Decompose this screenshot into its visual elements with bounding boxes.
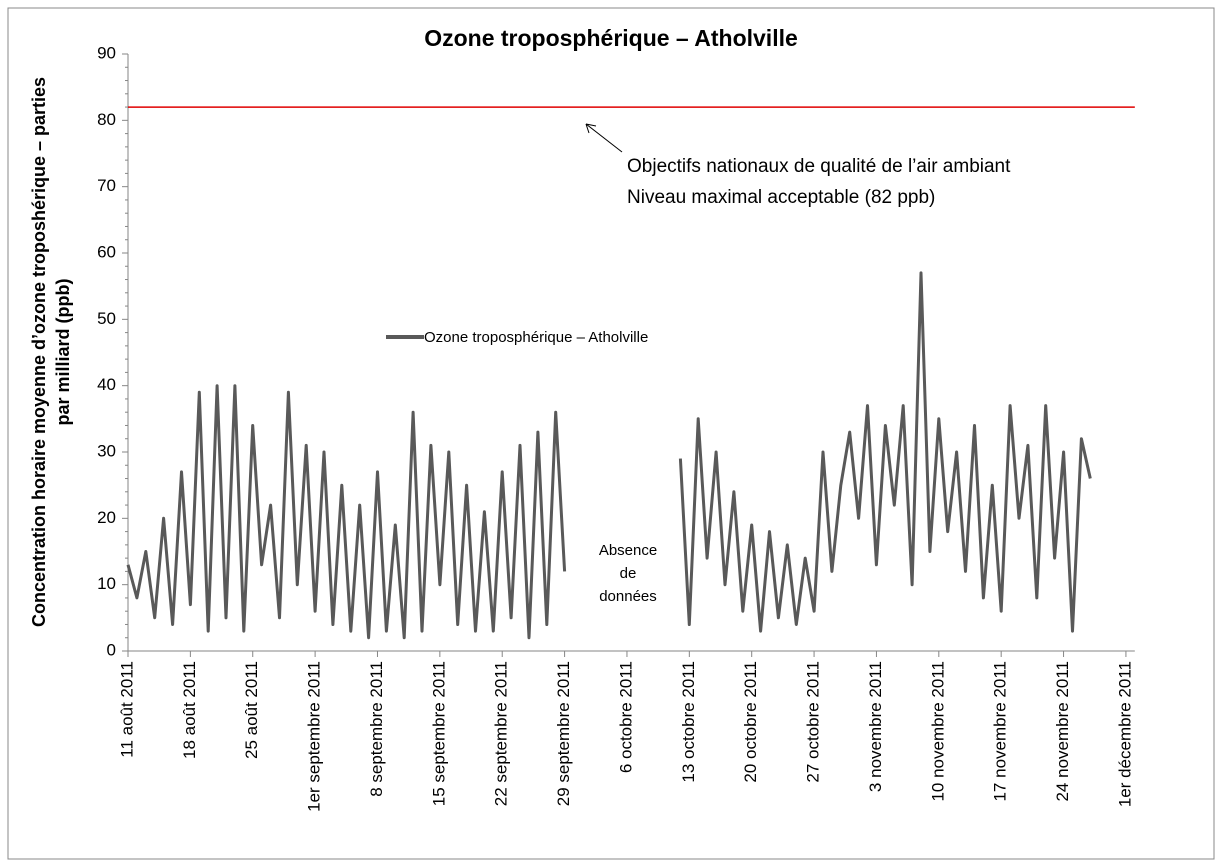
x-tick-label: 11 août 2011: [117, 661, 136, 758]
annotation: Niveau maximal acceptable (82 ppb): [627, 187, 935, 208]
y-tick-label: 40: [97, 375, 116, 394]
x-tick-label: 1er décembre 2011: [1115, 661, 1134, 807]
annotation: Absence: [599, 542, 657, 559]
x-tick-label: 18 août 2011: [180, 661, 199, 759]
y-tick-label: 20: [97, 508, 116, 527]
x-tick-label: 8 septembre 2011: [367, 661, 386, 797]
y-tick-label: 10: [97, 574, 116, 593]
x-tick-label: 25 août 2011: [242, 661, 261, 759]
x-tick-label: 15 septembre 2011: [429, 661, 448, 806]
y-tick-label: 50: [97, 309, 116, 328]
x-tick-label: 13 octobre 2011: [679, 661, 698, 783]
x-tick-label: 24 novembre 2011: [1053, 661, 1072, 802]
y-tick-label: 30: [97, 441, 116, 460]
x-tick-label: 17 novembre 2011: [991, 661, 1010, 802]
x-tick-label: 22 septembre 2011: [492, 661, 511, 806]
y-tick-label: 70: [97, 176, 116, 195]
y-axis-label-line: Concentration horaire moyenne d’ozone tr…: [29, 77, 49, 627]
annotation: de: [620, 565, 637, 582]
y-tick-label: 60: [97, 242, 116, 261]
x-tick-label: 20 octobre 2011: [741, 661, 760, 783]
x-tick-label: 3 novembre 2011: [866, 661, 885, 792]
x-tick-label: 27 octobre 2011: [804, 661, 823, 783]
legend-label: Ozone troposphérique – Atholville: [424, 329, 648, 346]
annotation-arrow: [585, 123, 623, 153]
x-tick-label: 1er septembre 2011: [305, 661, 324, 812]
series-line: [126, 271, 1092, 640]
y-tick-label: 0: [107, 640, 116, 659]
y-axis-label: Concentration horaire moyenne d’ozone tr…: [29, 77, 73, 627]
y-axis-label-line: par milliard (ppb): [53, 278, 73, 425]
x-tick-label: 29 septembre 2011: [554, 661, 573, 806]
y-tick-label: 90: [97, 43, 116, 62]
annotation: données: [599, 588, 657, 605]
annotation: Objectifs nationaux de qualité de l’air …: [627, 156, 1011, 177]
annotation-arrowhead: [585, 123, 597, 134]
chart-title: Ozone troposphérique – Atholville: [424, 25, 798, 51]
x-tick-label: 10 novembre 2011: [928, 661, 947, 802]
y-tick-label: 80: [97, 110, 116, 129]
x-tick-label: 6 octobre 2011: [616, 661, 635, 773]
